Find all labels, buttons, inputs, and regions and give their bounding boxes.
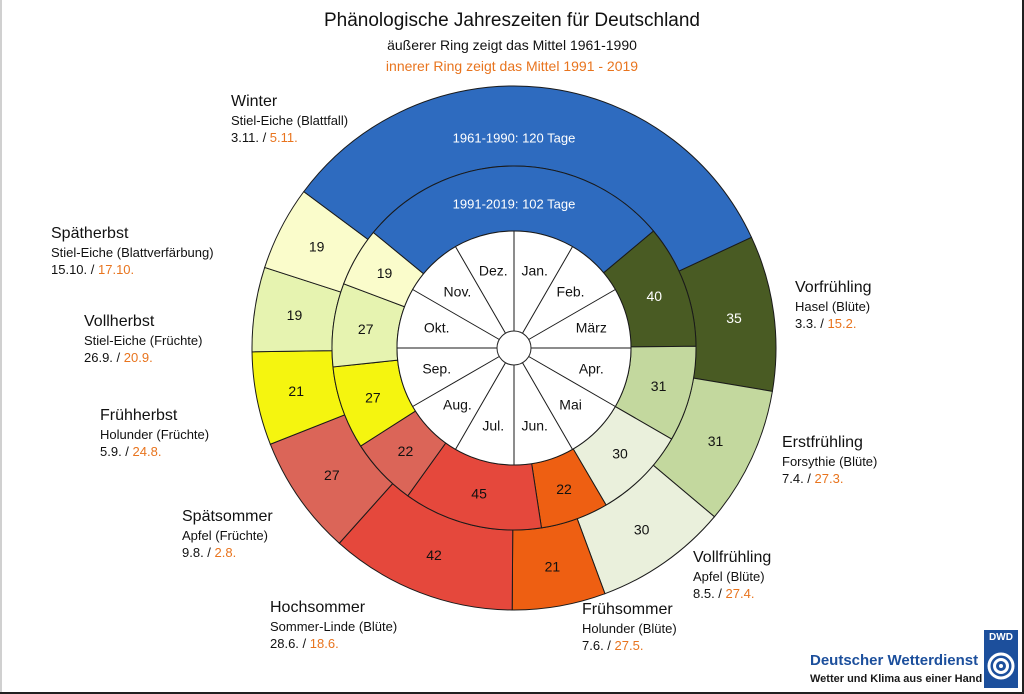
month-divider (528, 356, 616, 407)
season-dates: 26.9. / 20.9. (84, 349, 153, 365)
month-divider (522, 246, 573, 334)
season-name: Erstfrühling (782, 434, 863, 451)
diagram-subtitle-new: innerer Ring zeigt das Mittel 1991 - 201… (385, 58, 639, 74)
inner-ring-value-vollherbst: 27 (358, 321, 374, 337)
season-plant: Sommer-Linde (Blüte) (270, 618, 398, 634)
outer-ring-value-spaetsommer: 27 (324, 467, 340, 483)
season-name: Frühherbst (100, 407, 178, 424)
logo-box-text: DWD (989, 632, 1013, 643)
inner-ring-value-fruehherbst: 27 (365, 389, 381, 405)
inner-ring-value-vorfruehling: 40 (646, 288, 662, 304)
month-divider (528, 289, 616, 340)
month-label-nov-: Nov. (444, 283, 472, 299)
inner-ring-value-fruehsommer: 22 (556, 481, 572, 497)
season-label-vollfruehling: Vollfrühling Apfel (Blüte) 8.5. / 27.4. (693, 548, 771, 603)
month-label-dez-: Dez. (479, 263, 508, 279)
outer-ring-value-hochsommer: 42 (426, 547, 442, 563)
season-dates: 7.4. / 27.3. (782, 470, 844, 486)
season-label-winter: Winter Stiel-Eiche (Blattfall) 3.11. / 5… (231, 92, 348, 147)
season-name: Vollherbst (84, 313, 155, 330)
season-name: Spätsommer (182, 508, 273, 525)
outer-ring-value-vorfruehling: 35 (726, 310, 742, 326)
season-name: Hochsommer (270, 599, 366, 616)
season-plant: Holunder (Früchte) (100, 426, 210, 442)
month-label-jul-: Jul. (482, 417, 504, 433)
spiral-icon (987, 652, 1015, 680)
outer-ring: 35 31 30 21 42 27 21 19 19 (251, 85, 777, 611)
logo-slogan: Wetter und Klima aus einer Hand (810, 673, 983, 685)
season-dates: 9.8. / 2.8. (182, 544, 237, 560)
month-divider (455, 362, 506, 450)
month-divider (455, 246, 506, 334)
season-plant: Apfel (Früchte) (182, 527, 268, 543)
season-label-fruehherbst: Frühherbst Holunder (Früchte) 5.9. / 24.… (100, 406, 209, 461)
inner-ring-value-spaetherbst: 19 (377, 265, 393, 281)
outer-ring-value-vollherbst: 19 (287, 307, 303, 323)
season-name: Frühsommer (582, 601, 673, 618)
inner-winter-label: 1991-2019: 102 Tage (453, 197, 576, 212)
season-name: Winter (231, 93, 278, 110)
season-plant: Stiel-Eiche (Früchte) (84, 332, 203, 348)
inner-ring-value-vollfruehling: 30 (612, 445, 628, 461)
month-label-jun-: Jun. (521, 417, 547, 433)
outer-ring-value-erstfruehling: 31 (708, 433, 724, 449)
season-dates: 3.11. / 5.11. (231, 129, 298, 145)
frame-right (1022, 0, 1024, 694)
outer-ring-value-fruehsommer: 21 (545, 559, 561, 575)
season-name: Spätherbst (51, 225, 129, 242)
logo-box: DWD (984, 630, 1018, 688)
month-label-aug-: Aug. (443, 397, 472, 413)
diagram-subtitle: äußerer Ring zeigt das Mittel 1961-1990 (387, 37, 637, 53)
logo-name: Deutscher Wetterdienst (810, 652, 979, 669)
season-label-hochsommer: Hochsommer Sommer-Linde (Blüte) 28.6. / … (270, 598, 397, 653)
month-divider (412, 356, 500, 407)
season-name: Vollfrühling (693, 549, 772, 566)
season-dates: 15.10. / 17.10. (51, 261, 135, 277)
frame-left (0, 0, 2, 694)
season-dates: 7.6. / 27.5. (582, 637, 644, 653)
season-plant: Stiel-Eiche (Blattfall) (231, 112, 349, 128)
season-plant: Forsythie (Blüte) (782, 453, 878, 469)
month-label-sep-: Sep. (422, 361, 451, 377)
season-name: Vorfrühling (795, 279, 872, 296)
inner-ring-value-hochsommer: 45 (471, 485, 487, 501)
season-label-spaetherbst: Spätherbst Stiel-Eiche (Blattverfärbung)… (51, 224, 214, 279)
frame-bottom (0, 692, 1024, 694)
season-label-fruehsommer: Frühsommer Holunder (Blüte) 7.6. / 27.5. (582, 600, 677, 655)
month-label-okt-: Okt. (424, 319, 450, 335)
season-plant: Stiel-Eiche (Blattverfärbung) (51, 244, 214, 260)
outer-ring-value-vollfruehling: 30 (634, 522, 650, 538)
season-dates: 3.3. / 15.2. (795, 315, 857, 331)
month-label-feb-: Feb. (557, 283, 585, 299)
inner-ring-value-erstfruehling: 31 (651, 378, 667, 394)
season-dates: 5.9. / 24.8. (100, 443, 162, 459)
month-divider (412, 289, 500, 340)
winter-labels: 1961-1990: 120 Tage 1991-2019: 102 Tage (453, 131, 576, 212)
season-plant: Apfel (Blüte) (693, 568, 765, 584)
season-dates: 28.6. / 18.6. (270, 635, 339, 651)
season-label-spaetsommer: Spätsommer Apfel (Früchte) 9.8. / 2.8. (182, 507, 273, 562)
outer-winter-label: 1961-1990: 120 Tage (453, 131, 576, 146)
season-label-vollherbst: Vollherbst Stiel-Eiche (Früchte) 26.9. /… (84, 312, 202, 367)
month-label-apr-: Apr. (579, 361, 604, 377)
season-plant: Hasel (Blüte) (795, 298, 871, 314)
inner-ring-value-spaetsommer: 22 (398, 443, 414, 459)
season-label-erstfruehling: Erstfrühling Forsythie (Blüte) 7.4. / 27… (782, 433, 877, 488)
month-divider (522, 362, 573, 450)
diagram-title: Phänologische Jahreszeiten für Deutschla… (323, 10, 700, 31)
season-plant: Holunder (Blüte) (582, 620, 677, 636)
inner-ring: 40 31 30 22 45 22 27 27 19 (331, 165, 697, 531)
dwd-logo: Deutscher Wetterdienst Wetter und Klima … (808, 628, 1020, 690)
outer-ring-value-spaetherbst: 19 (309, 238, 325, 254)
month-label-maerz: März (576, 319, 607, 335)
season-dates: 8.5. / 27.4. (693, 585, 755, 601)
month-label-mai: Mai (559, 397, 582, 413)
month-label-jan-: Jan. (521, 263, 547, 279)
season-label-vorfruehling: Vorfrühling Hasel (Blüte) 3.3. / 15.2. (795, 278, 872, 333)
hub-circle (496, 330, 532, 366)
outer-ring-value-fruehherbst: 21 (288, 383, 304, 399)
